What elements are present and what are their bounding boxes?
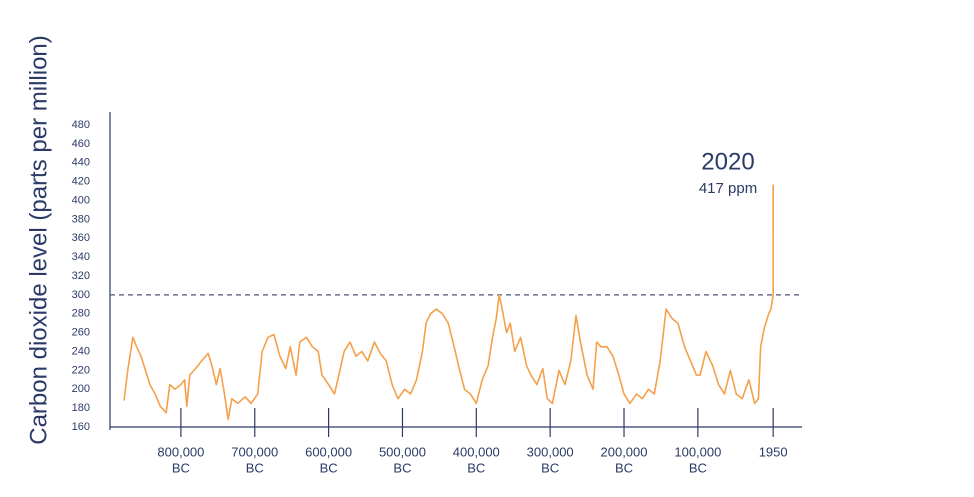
x-tick-label: 800,000 bbox=[157, 444, 204, 459]
x-tick-label: 1950 bbox=[759, 444, 788, 459]
x-tick-era: BC bbox=[467, 460, 485, 475]
y-tick-label: 360 bbox=[72, 232, 90, 244]
y-tick-label: 420 bbox=[72, 176, 90, 188]
y-tick-label: 480 bbox=[72, 119, 90, 131]
x-tick-label: 300,000 bbox=[527, 444, 574, 459]
x-tick-era: BC bbox=[615, 460, 633, 475]
x-tick-era: BC bbox=[246, 460, 264, 475]
x-tick-label: 700,000 bbox=[231, 444, 278, 459]
y-tick-label: 300 bbox=[72, 289, 90, 301]
y-tick-label: 320 bbox=[72, 270, 90, 282]
y-tick-label: 340 bbox=[72, 251, 90, 263]
x-tick-label: 600,000 bbox=[305, 444, 352, 459]
y-tick-label: 180 bbox=[72, 402, 90, 414]
x-tick-era: BC bbox=[689, 460, 707, 475]
annotation-title: 2020 bbox=[701, 148, 754, 175]
x-tick-label: 200,000 bbox=[601, 444, 648, 459]
y-tick-label: 160 bbox=[72, 421, 90, 433]
data-line bbox=[123, 184, 775, 421]
x-tick-label: 400,000 bbox=[453, 444, 500, 459]
y-tick-label: 280 bbox=[72, 308, 90, 320]
y-tick-label: 240 bbox=[72, 345, 90, 357]
annotation-subtitle: 417 ppm bbox=[699, 180, 757, 197]
x-tick-label: 500,000 bbox=[379, 444, 426, 459]
x-tick-era: BC bbox=[172, 460, 190, 475]
y-tick-label: 380 bbox=[72, 213, 90, 225]
y-tick-label: 220 bbox=[72, 364, 90, 376]
x-tick-era: BC bbox=[541, 460, 559, 475]
x-tick-era: BC bbox=[393, 460, 411, 475]
y-tick-label: 200 bbox=[72, 383, 90, 395]
y-tick-label: 440 bbox=[72, 157, 90, 169]
x-tick-label: 100,000 bbox=[674, 444, 721, 459]
y-tick-label: 260 bbox=[72, 327, 90, 339]
x-tick-era: BC bbox=[320, 460, 338, 475]
y-axis-label: Carbon dioxide level (parts per million) bbox=[25, 35, 52, 445]
y-tick-label: 460 bbox=[72, 138, 90, 150]
y-tick-label: 400 bbox=[72, 194, 90, 206]
